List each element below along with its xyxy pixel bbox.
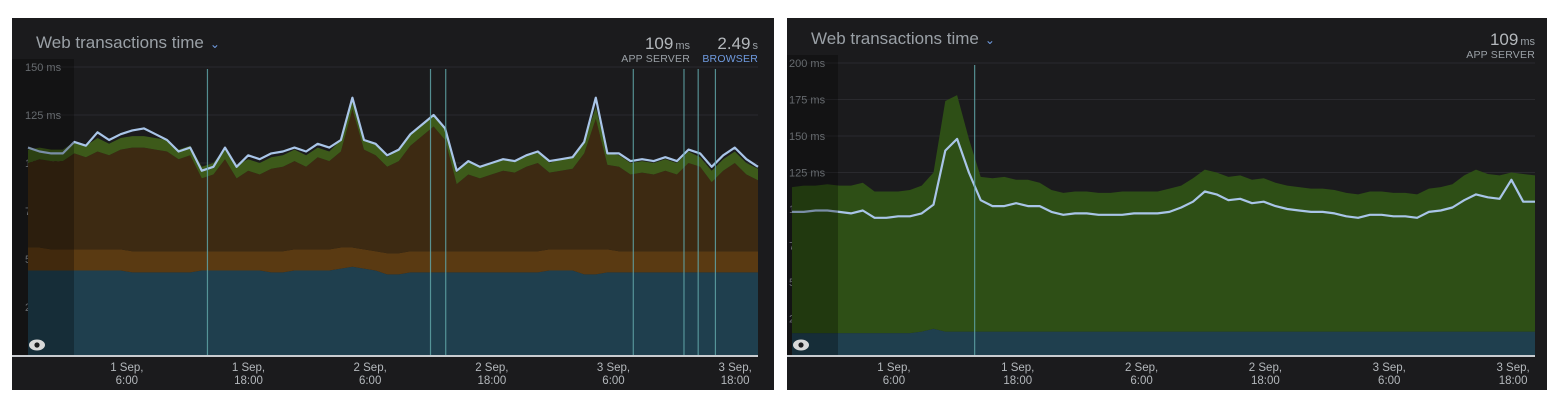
eye-icon-pupil xyxy=(34,342,40,348)
app-server-unit: ms xyxy=(1520,36,1535,48)
x-tick-label: 18:00 xyxy=(1003,375,1032,387)
x-tick-label: 3 Sep, xyxy=(1373,362,1406,374)
x-tick-label: 1 Sep, xyxy=(1001,362,1034,374)
browser-metric: 2.49 s BROWSER xyxy=(702,34,758,65)
app-server-unit: ms xyxy=(675,40,690,52)
x-tick-label: 18:00 xyxy=(477,375,506,387)
eye-icon[interactable] xyxy=(793,339,809,351)
x-tick-label: 18:00 xyxy=(721,375,750,387)
eye-icon[interactable] xyxy=(29,339,45,351)
y-tick-label: 125 ms xyxy=(789,168,826,180)
browser-value: 2.49 xyxy=(717,34,751,53)
x-tick-label: 6:00 xyxy=(116,375,138,387)
x-tick-label: 6:00 xyxy=(359,375,381,387)
x-tick-label: 3 Sep, xyxy=(1496,362,1529,374)
browser-unit: s xyxy=(752,40,759,52)
x-tick-label: 18:00 xyxy=(1251,375,1280,387)
app-server-metric: 109 ms APP SERVER xyxy=(621,34,690,65)
x-tick-label: 1 Sep, xyxy=(110,362,143,374)
app-server-label: APP SERVER xyxy=(621,53,690,65)
x-tick-label: 1 Sep, xyxy=(877,362,910,374)
browser-label: BROWSER xyxy=(702,53,758,65)
app-server-value: 109 xyxy=(1489,30,1519,49)
chart-title-text: Web transactions time xyxy=(36,33,204,52)
overlay-line xyxy=(27,96,759,172)
chevron-down-icon[interactable]: ⌄ xyxy=(209,37,220,51)
x-tick-label: 6:00 xyxy=(883,375,905,387)
shaded-band xyxy=(787,55,838,355)
x-tick-label: 1 Sep, xyxy=(232,362,265,374)
x-tick-label: 18:00 xyxy=(1499,375,1528,387)
x-tick-label: 6:00 xyxy=(1378,375,1400,387)
y-tick-label: 200 ms xyxy=(789,58,826,70)
x-tick-label: 6:00 xyxy=(602,375,624,387)
app-server-label: APP SERVER xyxy=(1466,49,1535,61)
chart-title-text: Web transactions time xyxy=(811,29,979,48)
x-tick-label: 3 Sep, xyxy=(597,362,630,374)
x-tick-label: 18:00 xyxy=(234,375,263,387)
y-tick-label: 150 ms xyxy=(25,62,62,74)
eye-icon-pupil xyxy=(798,342,804,348)
x-tick-label: 2 Sep, xyxy=(354,362,387,374)
x-tick-label: 6:00 xyxy=(1130,375,1152,387)
area-series xyxy=(28,97,758,185)
area-series xyxy=(792,328,1535,355)
chart-title-left[interactable]: Web transactions time ⌄ xyxy=(36,33,220,53)
y-tick-label: 125 ms xyxy=(25,110,62,122)
chart-title-right[interactable]: Web transactions time ⌄ xyxy=(811,29,995,49)
x-tick-label: 2 Sep, xyxy=(1249,362,1282,374)
app-server-metric: 109 ms APP SERVER xyxy=(1466,30,1535,61)
y-tick-label: 175 ms xyxy=(789,95,826,107)
area-series xyxy=(792,95,1535,334)
app-server-value: 109 xyxy=(644,34,674,53)
overlay-line xyxy=(792,137,1535,219)
x-tick-label: 2 Sep, xyxy=(475,362,508,374)
area-series xyxy=(28,109,758,254)
area-series xyxy=(28,247,758,275)
area-series xyxy=(28,266,758,355)
x-tick-label: 3 Sep, xyxy=(719,362,752,374)
chevron-down-icon[interactable]: ⌄ xyxy=(984,33,995,47)
y-tick-label: 150 ms xyxy=(789,131,826,143)
shaded-band xyxy=(12,59,74,355)
x-tick-label: 2 Sep, xyxy=(1125,362,1158,374)
